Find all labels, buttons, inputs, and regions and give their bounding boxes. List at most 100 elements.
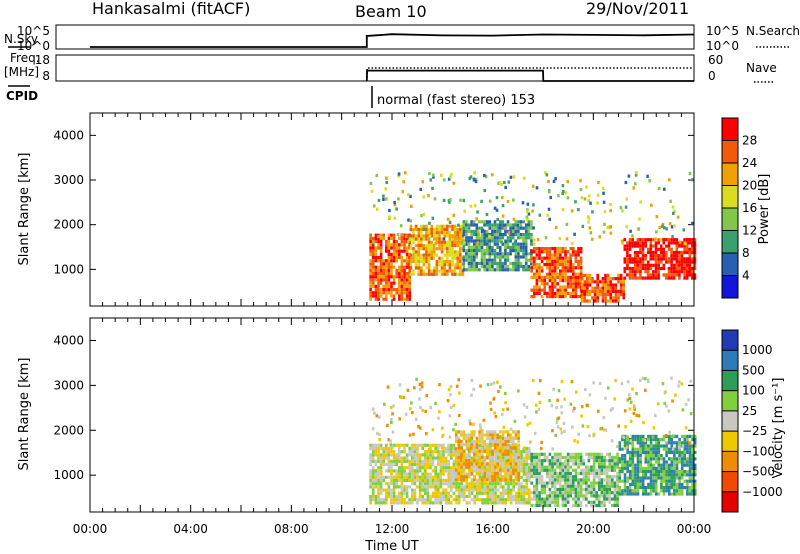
- heatmap-cell: [462, 258, 466, 262]
- heatmap-cell: [678, 492, 681, 496]
- heatmap-cell: [586, 277, 589, 281]
- heatmap-cell: [621, 454, 624, 458]
- heatmap-cell: [556, 250, 559, 254]
- heatmap-cell: [454, 422, 457, 426]
- nave-tick-bottom: 0: [708, 69, 716, 83]
- heatmap-cell: [488, 265, 492, 269]
- heatmap-cell: [433, 197, 437, 201]
- colorbar-tick-label: −100: [742, 444, 775, 458]
- heatmap-cell: [409, 219, 412, 223]
- heatmap-cell: [654, 460, 658, 464]
- heatmap-cell: [390, 475, 393, 479]
- heatmap-cell: [569, 465, 572, 469]
- heatmap-cell: [420, 269, 423, 273]
- heatmap-cell: [435, 253, 439, 257]
- heatmap-cell: [412, 269, 415, 273]
- heatmap-cell: [595, 497, 598, 501]
- heatmap-cell: [420, 234, 423, 238]
- heatmap-cell: [524, 242, 528, 246]
- heatmap-cell: [506, 268, 510, 272]
- heatmap-cell: [532, 203, 535, 207]
- heatmap-cell: [449, 393, 452, 397]
- heatmap-cell: [634, 470, 637, 474]
- heatmap-cell: [662, 470, 666, 474]
- heatmap-cell: [488, 433, 492, 437]
- heatmap-cell: [392, 278, 396, 282]
- heatmap-cell: [467, 236, 471, 240]
- heatmap-cell: [685, 257, 689, 261]
- heatmap-cell: [493, 439, 497, 444]
- heatmap-cell: [563, 429, 566, 433]
- heatmap-cell: [421, 498, 424, 502]
- heatmap-cell: [434, 443, 437, 447]
- heatmap-cell: [483, 255, 486, 259]
- heatmap-cell: [369, 252, 372, 256]
- heatmap-cell: [616, 497, 619, 501]
- heatmap-cell: [693, 457, 697, 461]
- heatmap-cell: [429, 498, 432, 502]
- heatmap-cell: [667, 492, 671, 496]
- heatmap-cell: [467, 268, 471, 272]
- heatmap-cell: [475, 459, 479, 463]
- heatmap-cell: [654, 247, 658, 251]
- heatmap-cell: [459, 263, 462, 267]
- heatmap-cell: [504, 478, 507, 482]
- heatmap-cell: [660, 470, 663, 474]
- heatmap-cell: [600, 484, 604, 488]
- heatmap-cell: [675, 263, 679, 267]
- heatmap-cell: [526, 217, 529, 221]
- heatmap-cell: [385, 297, 388, 301]
- heatmap-cell: [561, 475, 565, 479]
- heatmap-cell: [667, 476, 671, 480]
- heatmap-cell: [566, 452, 570, 456]
- heatmap-cell: [478, 268, 481, 272]
- heatmap-cell: [475, 268, 479, 272]
- heatmap-cell: [421, 485, 424, 489]
- heatmap-cell: [506, 471, 510, 476]
- heatmap-cell: [683, 479, 687, 483]
- heatmap-cell: [623, 444, 627, 448]
- colorbar-tick-label: 500: [742, 363, 765, 377]
- heatmap-cell: [405, 281, 409, 285]
- heatmap-cell: [600, 465, 604, 469]
- heatmap-cell: [421, 466, 424, 470]
- heatmap-cell: [467, 433, 471, 437]
- heatmap-cell: [670, 254, 673, 258]
- heatmap-cell: [533, 250, 536, 254]
- heatmap-cell: [426, 466, 430, 470]
- heatmap-cell: [417, 247, 420, 251]
- heatmap-cell: [408, 275, 411, 279]
- heatmap-cell: [512, 217, 516, 221]
- heatmap-cell: [414, 234, 418, 238]
- heatmap-cell: [618, 441, 622, 445]
- heatmap-cell: [525, 456, 528, 460]
- heatmap-cell: [468, 419, 471, 423]
- heatmap-cell: [494, 485, 497, 489]
- heatmap-cell: [475, 229, 479, 233]
- heatmap-cell: [566, 263, 570, 267]
- heatmap-cell: [546, 272, 549, 276]
- heatmap-cell: [457, 462, 461, 466]
- heatmap-cell: [387, 265, 391, 269]
- heatmap-cell: [369, 259, 372, 263]
- heatmap-cell: [587, 465, 591, 469]
- heatmap-cell: [480, 471, 484, 476]
- heatmap-cell: [398, 466, 401, 470]
- heatmap-cell: [514, 478, 518, 482]
- heatmap-cell: [507, 443, 510, 447]
- heatmap-cell: [654, 260, 658, 264]
- heatmap-cell: [586, 425, 590, 429]
- heatmap-cell: [637, 227, 641, 231]
- heatmap-cell: [661, 382, 665, 386]
- heatmap-cell: [580, 414, 583, 418]
- heatmap-cell: [448, 435, 452, 439]
- heatmap-cell: [583, 286, 586, 290]
- heatmap-cell: [522, 252, 525, 256]
- heatmap-cell: [572, 282, 575, 286]
- heatmap-cell: [603, 471, 606, 476]
- heatmap-cell: [403, 469, 406, 473]
- heatmap-cell: [371, 256, 375, 260]
- heatmap-cell: [491, 485, 495, 489]
- heatmap-cell: [528, 421, 532, 425]
- heatmap-cell: [459, 266, 462, 270]
